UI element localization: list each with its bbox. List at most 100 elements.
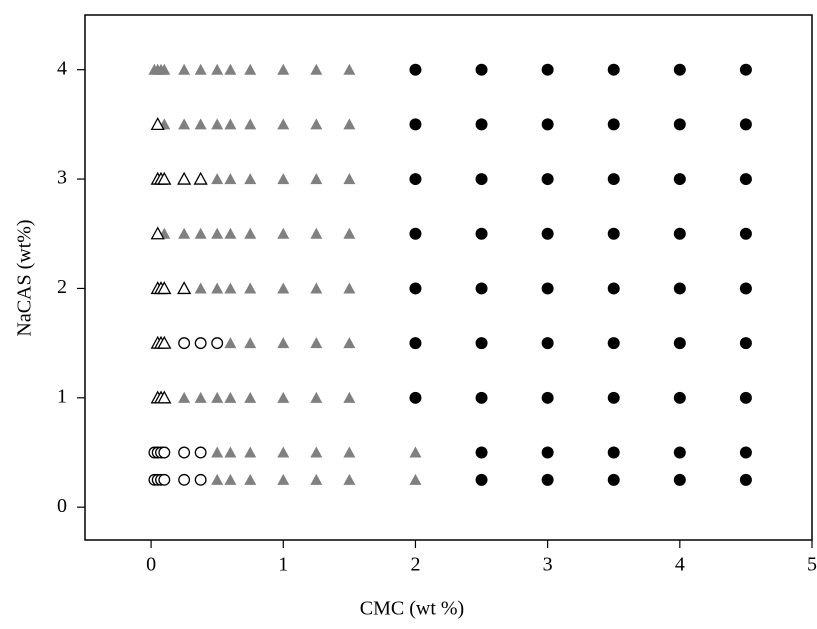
triangle-marker <box>343 173 356 185</box>
triangle-marker <box>194 282 207 294</box>
triangle-marker <box>310 337 323 349</box>
triangle-marker <box>224 446 237 458</box>
triangle-marker <box>194 227 207 239</box>
triangle-marker <box>277 227 290 239</box>
triangle-marker <box>178 227 191 239</box>
triangle-marker <box>244 63 257 75</box>
triangle-marker <box>409 473 422 485</box>
triangle-marker <box>277 446 290 458</box>
circle-marker <box>178 337 191 350</box>
circle-marker <box>475 391 488 404</box>
circle-marker <box>739 446 752 459</box>
circle-marker <box>607 227 620 240</box>
circle-marker <box>541 118 554 131</box>
triangle-marker <box>224 337 237 349</box>
circle-marker <box>541 63 554 76</box>
circle-marker <box>409 282 422 295</box>
circle-marker <box>673 391 686 404</box>
triangle-marker <box>277 473 290 485</box>
triangle-marker <box>310 118 323 130</box>
triangle-marker <box>343 63 356 75</box>
triangle-marker <box>211 446 224 458</box>
circle-marker <box>607 63 620 76</box>
triangle-marker <box>158 63 171 75</box>
triangle-marker <box>343 227 356 239</box>
x-tick-label: 0 <box>146 554 156 576</box>
circle-marker <box>739 337 752 350</box>
triangle-marker <box>277 118 290 130</box>
triangle-marker <box>343 118 356 130</box>
x-axis-label: CMC (wt %) <box>360 598 464 620</box>
triangle-marker <box>178 118 191 130</box>
y-tick-label: 3 <box>57 167 67 189</box>
circle-marker <box>607 391 620 404</box>
triangle-marker <box>157 281 172 295</box>
x-tick-label: 1 <box>278 554 288 576</box>
circle-marker <box>673 63 686 76</box>
triangle-marker <box>310 227 323 239</box>
triangle-marker <box>211 391 224 403</box>
circle-marker <box>475 227 488 240</box>
triangle-marker <box>310 473 323 485</box>
circle-marker <box>739 227 752 240</box>
circle-marker <box>607 446 620 459</box>
triangle-marker <box>178 391 191 403</box>
y-tick-label: 4 <box>57 57 67 79</box>
triangle-marker <box>211 173 224 185</box>
plot-frame <box>84 14 813 541</box>
triangle-marker <box>224 63 237 75</box>
triangle-marker <box>211 227 224 239</box>
triangle-marker <box>244 337 257 349</box>
triangle-marker <box>244 473 257 485</box>
circle-marker <box>541 473 554 486</box>
triangle-marker <box>310 63 323 75</box>
circle-marker <box>158 446 171 459</box>
triangle-marker <box>224 118 237 130</box>
triangle-marker <box>277 63 290 75</box>
circle-marker <box>475 446 488 459</box>
triangle-marker <box>277 391 290 403</box>
circle-marker <box>673 227 686 240</box>
triangle-marker <box>211 473 224 485</box>
circle-marker <box>178 473 191 486</box>
circle-marker <box>673 173 686 186</box>
circle-marker <box>475 173 488 186</box>
circle-marker <box>409 391 422 404</box>
triangle-marker <box>178 63 191 75</box>
circle-marker <box>607 118 620 131</box>
circle-marker <box>673 337 686 350</box>
circle-marker <box>409 63 422 76</box>
triangle-marker <box>224 173 237 185</box>
triangle-marker <box>310 446 323 458</box>
circle-marker <box>475 282 488 295</box>
circle-marker <box>158 473 171 486</box>
triangle-marker <box>409 446 422 458</box>
triangle-marker <box>177 281 192 295</box>
circle-marker <box>541 391 554 404</box>
triangle-marker <box>224 391 237 403</box>
triangle-marker <box>157 171 172 185</box>
triangle-marker <box>244 391 257 403</box>
x-tick-label: 5 <box>807 554 817 576</box>
y-tick-label: 1 <box>57 385 67 407</box>
circle-marker <box>739 391 752 404</box>
triangle-marker <box>157 390 172 404</box>
circle-marker <box>607 173 620 186</box>
triangle-marker <box>194 118 207 130</box>
circle-marker <box>541 446 554 459</box>
circle-marker <box>739 63 752 76</box>
circle-marker <box>409 118 422 131</box>
circle-marker <box>673 446 686 459</box>
triangle-marker <box>194 391 207 403</box>
triangle-marker <box>211 63 224 75</box>
triangle-marker <box>150 226 165 240</box>
triangle-marker <box>244 118 257 130</box>
triangle-marker <box>244 227 257 239</box>
circle-marker <box>739 282 752 295</box>
circle-marker <box>541 173 554 186</box>
circle-marker <box>739 473 752 486</box>
circle-marker <box>541 227 554 240</box>
triangle-marker <box>244 446 257 458</box>
triangle-marker <box>343 391 356 403</box>
